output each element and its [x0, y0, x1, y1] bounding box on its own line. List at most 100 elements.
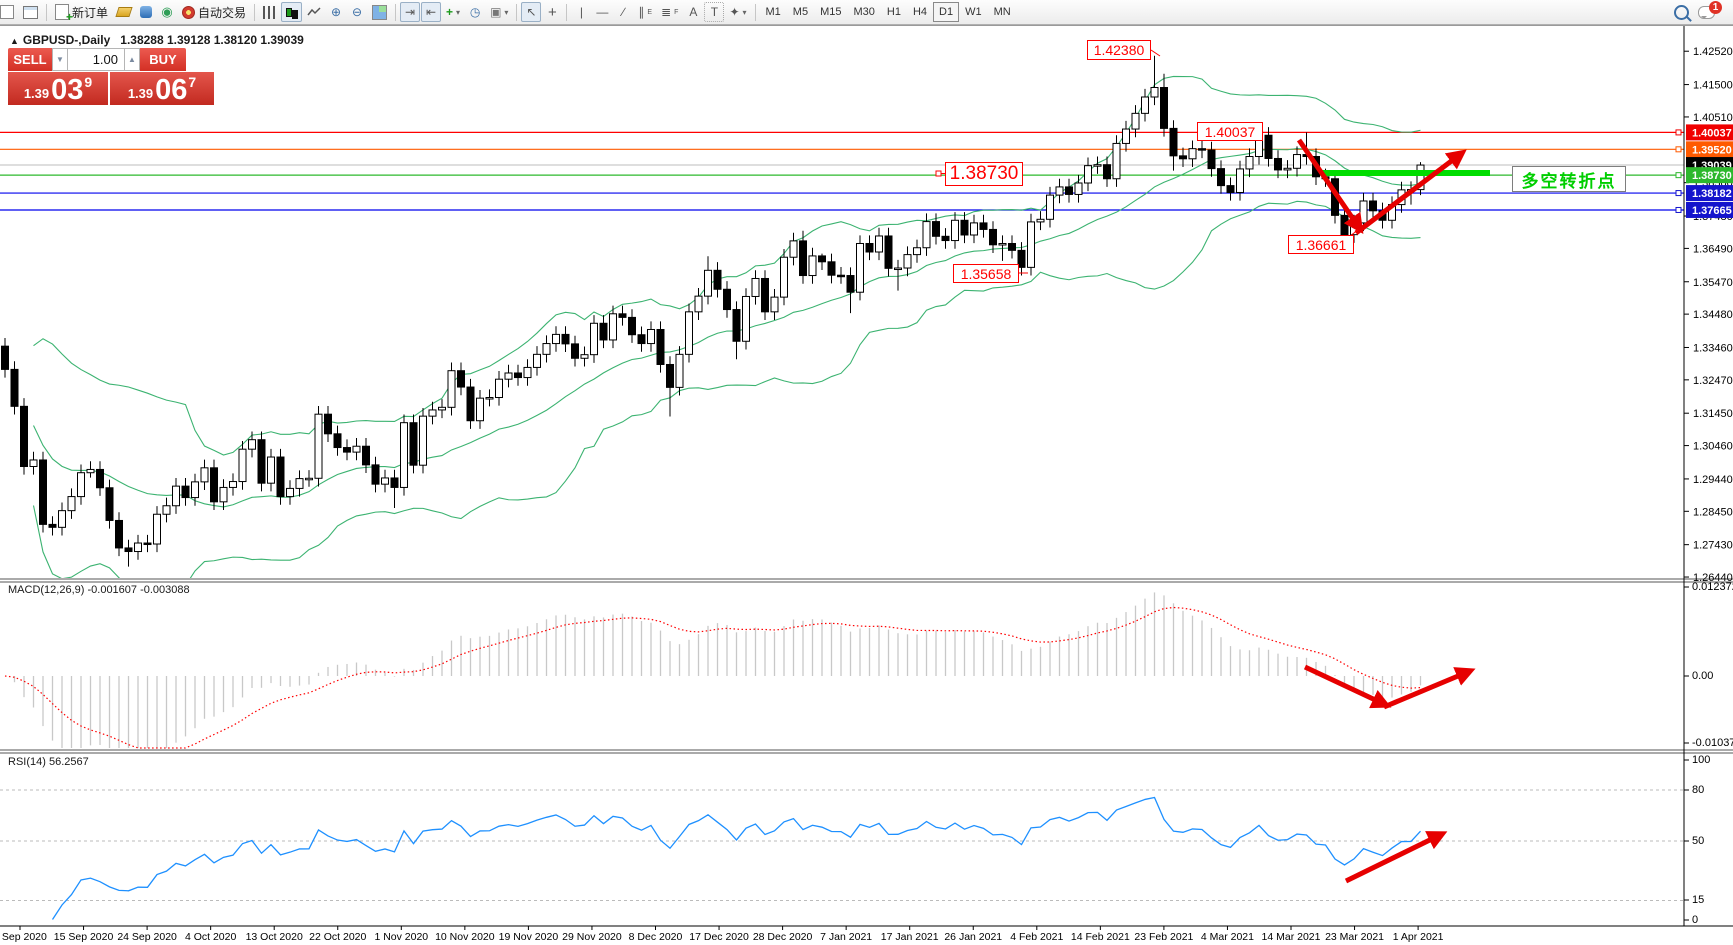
indicator-axes: 0.012372 0.00 -0.010374 100 80 50 15 0 [1684, 581, 1733, 926]
signals-icon[interactable]: ◉ [161, 4, 173, 19]
ohlc-values: 1.38288 1.39128 1.38120 1.39039 [120, 33, 304, 47]
toolbar-separator [395, 3, 397, 21]
price-axis[interactable]: 1.425201.415001.405101.385001.374801.364… [1684, 46, 1733, 584]
crosshair-icon[interactable]: + [548, 3, 557, 21]
svg-text:1.38730: 1.38730 [1692, 170, 1732, 182]
one-click-trading-panel: SELL ▼ 1.00 ▲ BUY 1.39 03 9 1.39 06 7 [8, 48, 214, 105]
drawn-objects[interactable] [935, 49, 1490, 884]
svg-text:29 Nov 2020: 29 Nov 2020 [562, 931, 622, 943]
chart-window-icon[interactable] [0, 2, 18, 22]
line-chart-mode-icon[interactable] [303, 2, 325, 22]
candlestick-series [1, 55, 1425, 567]
text-tool-icon[interactable]: A [689, 5, 698, 19]
timeframe-H1[interactable]: H1 [886, 6, 901, 18]
price-callout-box[interactable]: 1.42380 [1087, 40, 1151, 60]
cursor-icon[interactable]: ↖ [521, 2, 542, 22]
zoom-out-icon[interactable]: ⊖ [352, 5, 363, 19]
autotrading-button[interactable]: 自动交易 [178, 2, 250, 22]
notifications-icon[interactable]: 1 [1694, 0, 1722, 22]
timeframe-M15[interactable]: M15 [820, 6, 842, 18]
timeframe-bar: M1 M5 M15 M30 H1 H4 D1 W1 MN [760, 2, 1017, 22]
svg-text:1.40037: 1.40037 [1692, 127, 1732, 139]
search-icon[interactable] [1670, 2, 1693, 22]
svg-text:-0.010374: -0.010374 [1692, 737, 1733, 749]
price-callout-box[interactable]: 1.38730 [945, 162, 1023, 186]
svg-text:14 Mar 2021: 14 Mar 2021 [1262, 931, 1321, 943]
svg-text:1.26440: 1.26440 [1693, 572, 1733, 584]
symbol-period-label: GBPUSD-,Daily [22, 33, 111, 47]
candlestick-mode-icon[interactable] [281, 2, 303, 22]
timeframe-M1[interactable]: M1 [765, 6, 781, 18]
svg-text:80: 80 [1692, 784, 1704, 796]
price-callout-box[interactable]: 1.40037 [1197, 122, 1263, 141]
svg-text:1.36490: 1.36490 [1693, 243, 1733, 255]
bar-chart-mode-icon[interactable] [259, 2, 280, 22]
price-callout-box[interactable]: 1.35658 [953, 264, 1019, 283]
period-clock-icon[interactable]: ◷ [469, 5, 481, 19]
text-label-tool-icon[interactable]: T [704, 2, 725, 22]
channel-tool-icon[interactable]: ∥ E [638, 5, 653, 19]
bollinger-bands [32, 75, 1421, 578]
svg-text:1.33460: 1.33460 [1693, 342, 1733, 354]
svg-text:100: 100 [1692, 754, 1710, 766]
mql5-icon[interactable] [136, 2, 156, 22]
svg-text:0.00: 0.00 [1692, 670, 1713, 682]
timeframe-W1[interactable]: W1 [965, 6, 982, 18]
auto-scroll-icon[interactable]: ⇥ [400, 2, 421, 22]
price-axis-badges: 1.400371.395201.390391.387301.381821.376… [1675, 124, 1733, 218]
svg-text:7 Jan 2021: 7 Jan 2021 [820, 931, 872, 943]
toolbar-separator [754, 3, 756, 21]
shapes-tool-icon[interactable]: ✦ ▾ [729, 5, 747, 19]
svg-text:1.28450: 1.28450 [1693, 506, 1733, 518]
tile-windows-icon[interactable] [368, 2, 391, 22]
svg-text:1.30460: 1.30460 [1693, 441, 1733, 453]
chart-canvas[interactable]: 1.425201.415001.405101.385001.374801.364… [0, 26, 1733, 945]
timeframe-D1[interactable]: D1 [933, 2, 960, 22]
buy-price-display[interactable]: 1.39 06 7 [110, 72, 214, 105]
svg-text:4 Mar 2021: 4 Mar 2021 [1201, 931, 1254, 943]
sell-price-display[interactable]: 1.39 03 9 [8, 72, 108, 105]
svg-text:28 Dec 2020: 28 Dec 2020 [753, 931, 813, 943]
svg-text:17 Dec 2020: 17 Dec 2020 [689, 931, 749, 943]
collapse-one-click-icon[interactable]: ▲ [10, 36, 19, 46]
new-order-icon [55, 4, 73, 24]
svg-text:1.37665: 1.37665 [1692, 205, 1732, 217]
timeframe-M5[interactable]: M5 [792, 6, 809, 18]
turning-point-note[interactable]: 多空转折点 [1512, 166, 1626, 192]
svg-text:1.29440: 1.29440 [1693, 474, 1733, 486]
svg-text:15: 15 [1692, 894, 1704, 906]
new-order-button[interactable]: 新订单 [51, 2, 112, 24]
trendline-tool-icon[interactable]: ∕ [622, 5, 625, 19]
timeframe-MN[interactable]: MN [993, 6, 1011, 18]
svg-text:6 Sep 2020: 6 Sep 2020 [0, 931, 47, 943]
chart-shift-icon[interactable]: ⇤ [421, 2, 442, 22]
svg-text:17 Jan 2021: 17 Jan 2021 [881, 931, 939, 943]
volume-increase-stepper[interactable]: ▲ [124, 48, 140, 71]
zoom-in-icon[interactable]: ⊕ [331, 5, 342, 19]
templates-icon[interactable]: ▣ ▾ [490, 5, 509, 19]
volume-decrease-stepper[interactable]: ▼ [52, 48, 68, 71]
svg-text:1.32470: 1.32470 [1693, 375, 1733, 387]
svg-text:4 Oct 2020: 4 Oct 2020 [185, 931, 237, 943]
svg-text:8 Dec 2020: 8 Dec 2020 [629, 931, 683, 943]
vertical-line-tool-icon[interactable]: | [579, 5, 583, 19]
price-callout-box[interactable]: 1.36661 [1288, 235, 1354, 254]
svg-text:0: 0 [1692, 914, 1698, 926]
sell-button[interactable]: SELL [8, 48, 52, 71]
svg-text:10 Nov 2020: 10 Nov 2020 [435, 931, 495, 943]
horizontal-line-tool-icon[interactable]: — [596, 5, 609, 19]
toolbar-separator [516, 3, 518, 21]
buy-button[interactable]: BUY [140, 48, 186, 71]
fibonacci-tool-icon[interactable]: ≣ F [661, 5, 679, 19]
timeframe-M30[interactable]: M30 [853, 6, 875, 18]
svg-text:23 Feb 2021: 23 Feb 2021 [1134, 931, 1193, 943]
add-indicator-button[interactable]: + ▾ [446, 5, 461, 19]
profiles-icon[interactable] [19, 2, 42, 22]
svg-text:24 Sep 2020: 24 Sep 2020 [117, 931, 177, 943]
svg-text:15 Sep 2020: 15 Sep 2020 [54, 931, 114, 943]
timeframe-H4[interactable]: H4 [912, 6, 928, 18]
metaeditor-icon[interactable] [113, 2, 135, 22]
volume-input[interactable]: 1.00 [68, 48, 124, 71]
